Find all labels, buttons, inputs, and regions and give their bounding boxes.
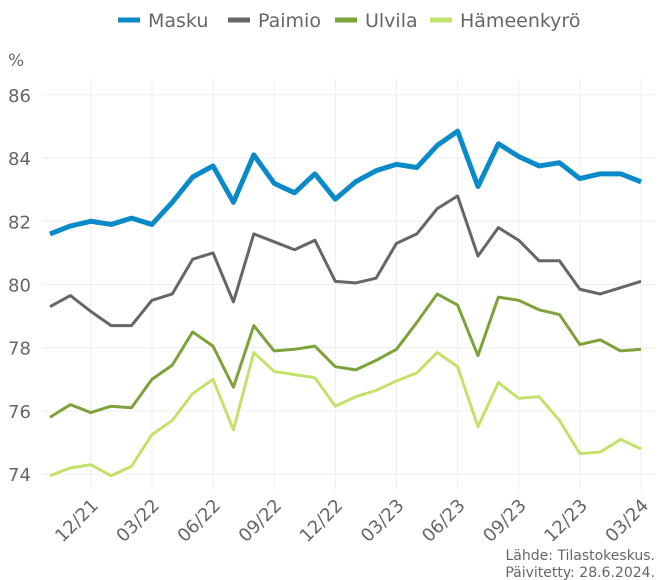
legend-label: Hämeenkyrö [460, 10, 580, 32]
y-tick-label: 86 [8, 86, 31, 107]
series-line [49, 194, 642, 328]
series-line [49, 128, 642, 237]
x-tick-label: 09/23 [479, 495, 531, 547]
x-tick-label: 09/22 [235, 495, 287, 547]
updated: Päivitetty: 28.6.2024. [505, 565, 655, 580]
legend-label: Masku [148, 10, 208, 32]
x-tick-label: 12/21 [51, 495, 103, 547]
series-line [49, 350, 642, 478]
source: Lähde: Tilastokeskus. [505, 548, 655, 564]
x-tick-label: 12/22 [296, 495, 348, 547]
legend-label: Ulvila [365, 10, 418, 32]
x-tick-label: 03/23 [357, 495, 409, 547]
y-tick-label: 82 [8, 212, 31, 233]
y-tick-label: 76 [8, 402, 31, 423]
x-tick-label: 03/22 [112, 495, 164, 547]
y-tick-label: 78 [8, 339, 31, 360]
y-tick-label: 80 [8, 276, 31, 297]
series-line [49, 292, 642, 419]
y-axis-label: % [8, 51, 24, 71]
x-tick-label: 06/22 [174, 495, 226, 547]
x-tick-label: 12/23 [540, 495, 592, 547]
legend-label: Paimio [258, 10, 321, 32]
x-tick-label: 06/23 [418, 495, 470, 547]
x-tick-label: 03/24 [601, 495, 653, 547]
y-tick-label: 84 [8, 149, 31, 170]
y-tick-label: 74 [8, 465, 31, 486]
